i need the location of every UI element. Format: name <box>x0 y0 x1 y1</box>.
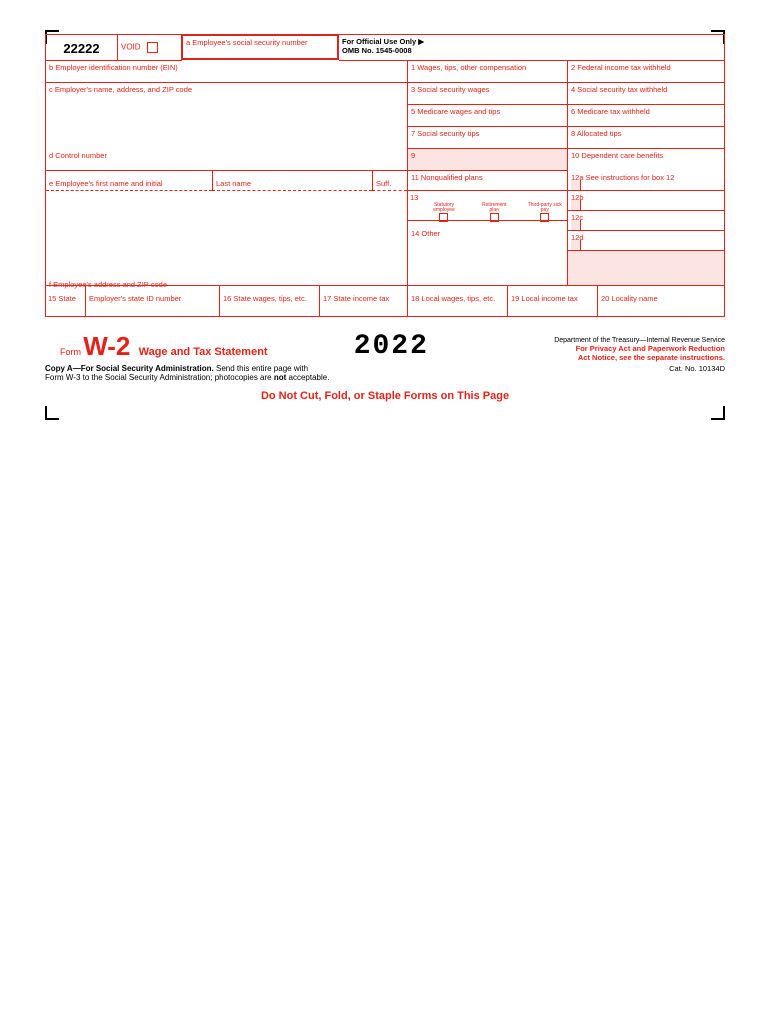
not-word: not <box>274 373 286 382</box>
form-year: 2022 <box>354 331 429 362</box>
tp-checkbox[interactable] <box>540 213 549 222</box>
box-14-label: 14 Other <box>411 229 440 238</box>
box-8-label: 8 Allocated tips <box>571 129 621 138</box>
privacy-1: For Privacy Act and Paperwork Reduction <box>515 344 725 353</box>
form-w2: W-2 <box>83 331 130 361</box>
form-title: Wage and Tax Statement <box>139 346 268 358</box>
form-word: Form <box>60 347 81 357</box>
box-13-stat: Statutory employee <box>424 203 464 213</box>
box-a-label: a Employee's social security number <box>186 38 307 47</box>
box-10-label: 10 Dependent care benefits <box>571 151 663 160</box>
privacy-2: Act Notice, see the separate instruction… <box>515 353 725 362</box>
box-9-label: 9 <box>411 151 415 160</box>
omb-number: OMB No. 1545-0008 <box>342 46 721 55</box>
box-6-label: 6 Medicare tax withheld <box>571 107 650 116</box>
void-checkbox[interactable] <box>147 42 158 53</box>
box-e-last: Last name <box>216 179 251 188</box>
box-b-label: b Employer identification number (EIN) <box>49 63 178 72</box>
box-d-label: d Control number <box>49 151 107 160</box>
official-use: For Official Use Only ▶ <box>342 37 721 46</box>
box-15-id: Employer's state ID number <box>89 294 181 303</box>
box-13-ret: Retirement plan <box>478 203 511 213</box>
ret-checkbox[interactable] <box>490 213 499 222</box>
copy-a-bold: Copy A—For Social Security Administratio… <box>45 364 214 373</box>
box-19-label: 19 Local income tax <box>511 294 578 303</box>
copy-a-rest: Send this entire page with <box>214 364 308 373</box>
box-c-label: c Employer's name, address, and ZIP code <box>49 85 192 94</box>
do-not-cut: Do Not Cut, Fold, or Staple Forms on Thi… <box>45 390 725 402</box>
box-1-label: 1 Wages, tips, other compensation <box>411 63 526 72</box>
box-e-suff: Suff. <box>376 179 391 188</box>
w2-form: 22222 VOID a Employee's social security … <box>45 34 725 317</box>
form-footer: Form W-2 Wage and Tax Statement 2022 Dep… <box>45 331 725 402</box>
box-4-label: 4 Social security tax withheld <box>571 85 667 94</box>
box-3-label: 3 Social security wages <box>411 85 489 94</box>
box-e-first: e Employee's first name and initial <box>49 179 163 188</box>
dept-line: Department of the Treasury—Internal Reve… <box>515 337 725 344</box>
copy-a-line2: Form W-3 to the Social Security Administ… <box>45 373 274 382</box>
form-code: 22222 <box>63 41 99 56</box>
box-13-label: 13 <box>410 193 418 202</box>
box-2-label: 2 Federal income tax withheld <box>571 63 671 72</box>
box-20-label: 20 Locality name <box>601 294 658 303</box>
box-15-state: 15 State <box>48 294 76 303</box>
box-11-label: 11 Nonqualified plans <box>411 173 483 182</box>
box-5-label: 5 Medicare wages and tips <box>411 107 500 116</box>
box-18-label: 18 Local wages, tips, etc. <box>411 294 495 303</box>
stat-checkbox[interactable] <box>439 213 448 222</box>
cat-no: Cat. No. 10134D <box>669 364 725 373</box>
accept-word: acceptable. <box>286 373 329 382</box>
void-label: VOID <box>121 42 141 51</box>
box-17-label: 17 State income tax <box>323 294 389 303</box>
box-7-label: 7 Social security tips <box>411 129 479 138</box>
box-16-label: 16 State wages, tips, etc. <box>223 294 307 303</box>
box-13-tp: Third-party sick pay <box>525 203 565 213</box>
box-12a-label: 12a See instructions for box 12 <box>571 173 674 182</box>
